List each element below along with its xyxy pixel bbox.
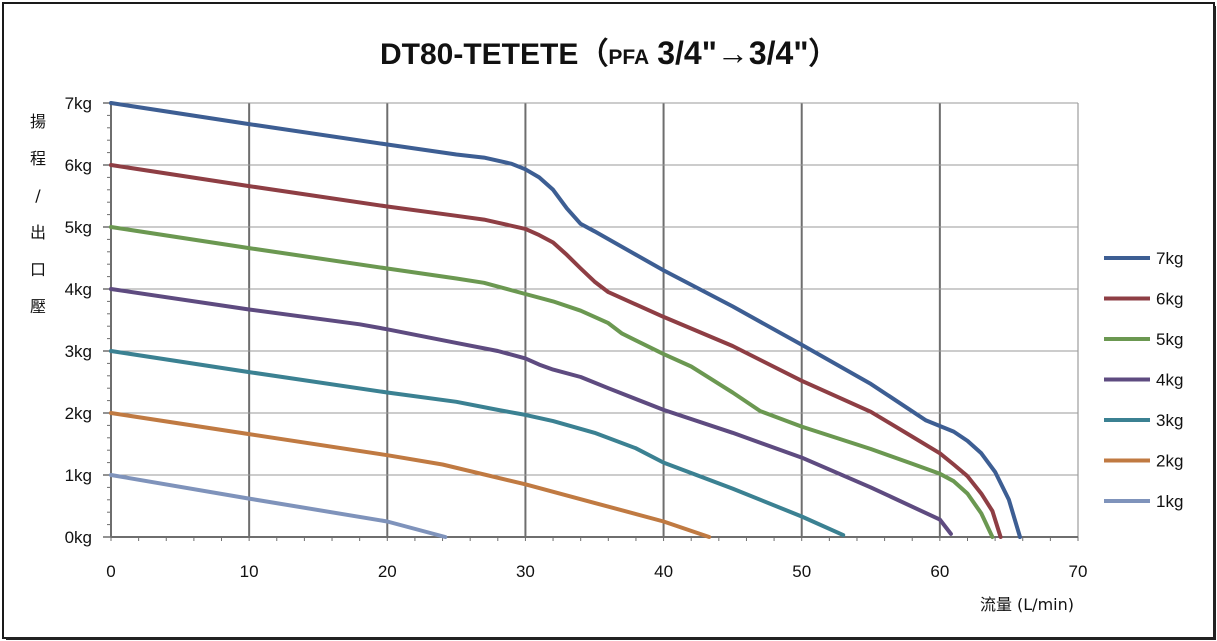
- legend-label-7kg: 7kg: [1156, 249, 1183, 268]
- y-tick-label: 5kg: [65, 218, 92, 237]
- legend-label-4kg: 4kg: [1156, 371, 1183, 390]
- x-tick-label: 0: [106, 562, 115, 581]
- x-tick-label: 70: [1069, 562, 1088, 581]
- series-line-1kg: [109, 473, 448, 539]
- y-tick-label: 6kg: [65, 156, 92, 175]
- y-tick-labels: 0kg 1kg 2kg 3kg 4kg 5kg 6kg 7kg: [65, 94, 92, 547]
- x-axis-title: 流量 (L/min): [980, 595, 1074, 614]
- series-line-6kg: [109, 163, 1003, 539]
- y-tick-label: 7kg: [65, 94, 92, 113]
- y-axis-title-char: 口: [30, 260, 46, 279]
- legend-label-2kg: 2kg: [1156, 452, 1183, 471]
- series-line-3kg: [109, 349, 846, 538]
- y-axis-title: 揚程 / 出口壓: [30, 112, 46, 316]
- legend: 7kg 6kg 5kg 4kg 3kg 2kg 1kg: [1104, 249, 1183, 511]
- x-tick-label: 40: [654, 562, 673, 581]
- y-axis-title-char: 壓: [30, 297, 46, 316]
- y-axis-title-char: 出: [30, 223, 46, 242]
- y-axis-title-char: /: [35, 186, 41, 205]
- series-lines: [109, 101, 1022, 539]
- x-tick-label: 10: [240, 562, 259, 581]
- x-tick-label: 50: [792, 562, 811, 581]
- title-arrow: →: [717, 35, 749, 71]
- title-material: PFA: [608, 46, 649, 69]
- y-tick-label: 1kg: [65, 466, 92, 485]
- frame-shadow-right: [1213, 6, 1216, 639]
- legend-label-1kg: 1kg: [1156, 492, 1183, 511]
- y-axis-title-char: 揚: [30, 112, 46, 131]
- title-model: DT80-TETETE: [380, 38, 578, 71]
- legend-label-3kg: 3kg: [1156, 411, 1183, 430]
- chart-title: DT80-TETETE（PFA 3/4"→3/4"）: [380, 35, 839, 71]
- series-line-7kg: [109, 101, 1022, 539]
- y-tick-label: 4kg: [65, 280, 92, 299]
- title-size-to: 3/4": [749, 35, 809, 71]
- series-line-5kg: [109, 225, 995, 539]
- title-open-paren: （: [578, 37, 608, 71]
- series-line-2kg: [109, 411, 712, 539]
- y-tick-label: 2kg: [65, 404, 92, 423]
- title-close-paren: ）: [809, 37, 839, 71]
- legend-label-5kg: 5kg: [1156, 330, 1183, 349]
- series-line-4kg: [109, 287, 953, 536]
- title-size-from: 3/4": [657, 35, 717, 71]
- frame-shadow-bottom: [6, 637, 1216, 640]
- y-axis-title-char: 程: [30, 149, 46, 168]
- x-tick-labels: 0 10 20 30 40 50 60 70: [106, 562, 1087, 581]
- x-tick-label: 30: [516, 562, 535, 581]
- x-tick-label: 60: [930, 562, 949, 581]
- y-tick-label: 3kg: [65, 342, 92, 361]
- legend-label-6kg: 6kg: [1156, 290, 1183, 309]
- x-tick-label: 20: [378, 562, 397, 581]
- y-tick-label: 0kg: [65, 528, 92, 547]
